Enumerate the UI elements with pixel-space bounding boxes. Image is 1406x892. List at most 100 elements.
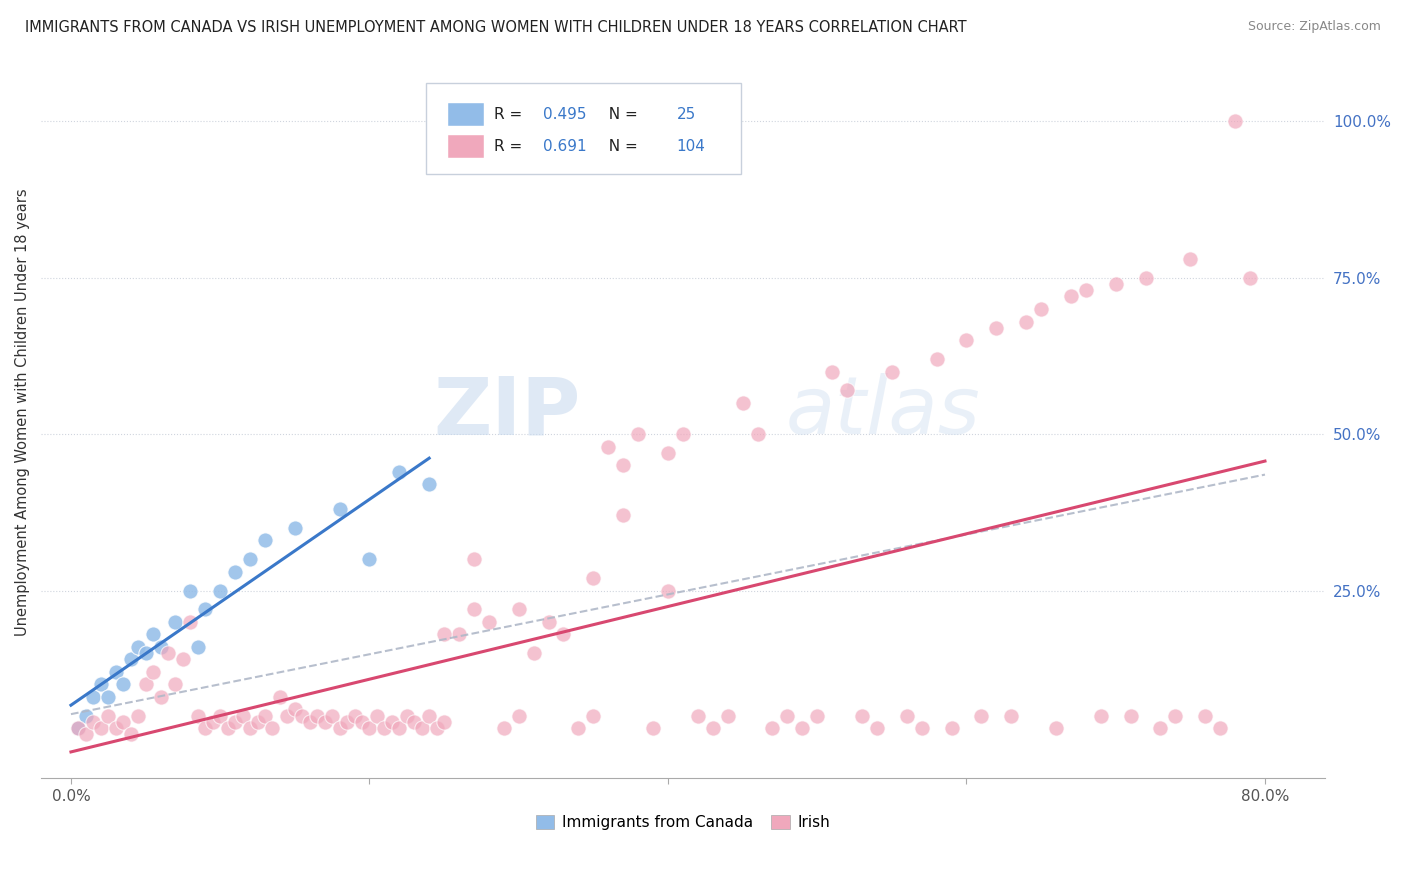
Point (127, 708, 149, 723)
Point (657, 446, 679, 460)
Point (717, 708, 740, 723)
Point (896, 708, 918, 723)
Point (350, 714, 373, 729)
Point (262, 721, 284, 735)
Point (1164, 708, 1187, 723)
Point (911, 721, 934, 735)
Point (747, 427, 769, 442)
Point (135, 646, 157, 660)
Point (209, 583, 232, 598)
Point (537, 615, 560, 629)
Point (582, 708, 605, 723)
Point (381, 714, 404, 729)
Text: atlas: atlas (786, 373, 980, 451)
Point (284, 521, 307, 535)
Point (761, 721, 783, 735)
Point (366, 708, 388, 723)
Point (165, 615, 187, 629)
Point (298, 714, 321, 729)
Point (329, 721, 352, 735)
Point (253, 708, 276, 723)
Point (135, 677, 157, 691)
Point (232, 708, 254, 723)
Point (426, 721, 449, 735)
Point (1149, 721, 1171, 735)
Point (179, 615, 201, 629)
Point (314, 714, 336, 729)
Point (67, 721, 90, 735)
Point (127, 640, 149, 654)
Text: R =: R = (494, 139, 527, 154)
Point (492, 721, 515, 735)
Point (284, 702, 307, 716)
Point (224, 714, 246, 729)
Point (612, 458, 634, 473)
Point (1209, 721, 1232, 735)
Point (1239, 270, 1261, 285)
Point (851, 708, 873, 723)
Point (395, 708, 418, 723)
Point (986, 320, 1008, 334)
Point (291, 708, 314, 723)
Point (523, 646, 546, 660)
Point (142, 627, 165, 641)
Point (418, 708, 440, 723)
Point (149, 690, 172, 704)
Point (82, 690, 104, 704)
Point (567, 721, 589, 735)
Point (411, 721, 433, 735)
Point (641, 721, 664, 735)
Text: R =: R = (494, 107, 527, 122)
Point (1074, 283, 1097, 297)
Point (201, 714, 224, 729)
Text: 0.691: 0.691 (543, 139, 586, 154)
Point (418, 477, 440, 491)
Point (120, 652, 142, 666)
Point (172, 652, 194, 666)
Legend: Immigrants from Canada, Irish: Immigrants from Canada, Irish (530, 809, 837, 837)
Point (702, 721, 724, 735)
Point (388, 465, 411, 479)
Point (329, 502, 352, 516)
Point (1105, 277, 1128, 291)
Text: N =: N = (599, 139, 643, 154)
Point (321, 708, 343, 723)
Point (672, 427, 695, 442)
Point (120, 727, 142, 741)
Point (835, 384, 858, 398)
Point (508, 708, 530, 723)
Text: ZIP: ZIP (433, 373, 581, 451)
Point (224, 565, 246, 579)
Point (1029, 301, 1052, 316)
Point (1223, 114, 1246, 128)
Point (276, 708, 298, 723)
Point (112, 714, 135, 729)
Point (239, 552, 262, 566)
Point (806, 708, 828, 723)
FancyBboxPatch shape (449, 135, 484, 158)
Text: N =: N = (599, 107, 643, 122)
Point (97, 690, 120, 704)
Point (269, 690, 291, 704)
Point (179, 583, 201, 598)
Point (104, 721, 127, 735)
Point (598, 440, 620, 454)
Point (433, 714, 456, 729)
Text: 0.495: 0.495 (543, 107, 586, 122)
Point (880, 365, 903, 379)
Point (941, 721, 963, 735)
Point (1015, 314, 1038, 328)
Point (359, 721, 381, 735)
Point (112, 677, 135, 691)
Point (90, 721, 112, 735)
Point (343, 708, 366, 723)
Point (165, 677, 187, 691)
Point (955, 333, 977, 347)
Point (90, 677, 112, 691)
Point (253, 533, 276, 548)
Point (246, 714, 269, 729)
Point (866, 721, 889, 735)
Point (373, 721, 395, 735)
Point (82, 714, 104, 729)
Point (686, 708, 709, 723)
